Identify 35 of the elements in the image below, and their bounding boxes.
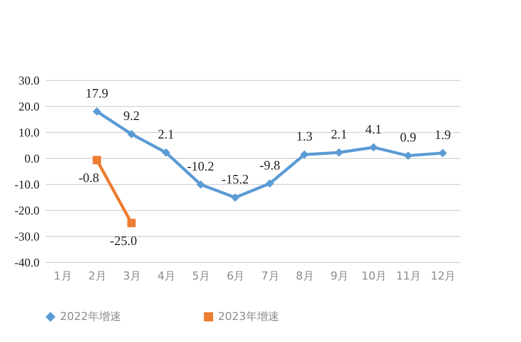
y-tick-label: 30.0 <box>18 74 40 88</box>
x-tick-label: 9月 <box>330 270 348 282</box>
x-tick-label: 11月 <box>396 270 422 282</box>
data-label: -25.0 <box>110 233 138 248</box>
x-tick-label: 3月 <box>122 270 141 282</box>
x-tick-label: 1月 <box>54 270 72 282</box>
data-label: 1.9 <box>434 127 451 142</box>
data-label: 9.2 <box>123 108 140 124</box>
x-tick-label: 4月 <box>158 270 176 282</box>
x-tick-label: 12月 <box>430 270 456 282</box>
x-tick-label: 6月 <box>226 270 245 282</box>
data-label: 17.9 <box>86 85 108 100</box>
x-tick-label: 7月 <box>261 270 280 282</box>
x-tick-label: 8月 <box>296 270 314 282</box>
x-tick-label: 10月 <box>362 270 387 282</box>
x-tick-label: 5月 <box>192 270 210 282</box>
data-label: -9.8 <box>259 157 280 172</box>
legend-label: 2023年增速 <box>218 310 279 323</box>
data-label: 2.1 <box>330 126 348 142</box>
legend-label: 2022年增速 <box>60 310 121 323</box>
y-tick-label: -20.0 <box>14 204 40 218</box>
data-label: 1.3 <box>296 128 312 144</box>
y-tick-label: 10.0 <box>18 126 40 140</box>
data-label: -0.8 <box>78 170 100 186</box>
y-tick-label: -10.0 <box>14 178 40 192</box>
data-label: 2.1 <box>158 126 174 142</box>
y-tick-label: -30.0 <box>14 230 40 244</box>
y-tick-label: 0.0 <box>24 152 40 166</box>
y-tick-label: 20.0 <box>18 100 40 114</box>
data-label: -10.2 <box>187 158 214 174</box>
y-tick-label: -40.0 <box>14 256 40 270</box>
data-label: 0.9 <box>400 130 416 145</box>
data-label: 4.1 <box>365 121 382 136</box>
x-tick-label: 2月 <box>88 270 106 282</box>
data-label: -15.2 <box>222 172 249 187</box>
